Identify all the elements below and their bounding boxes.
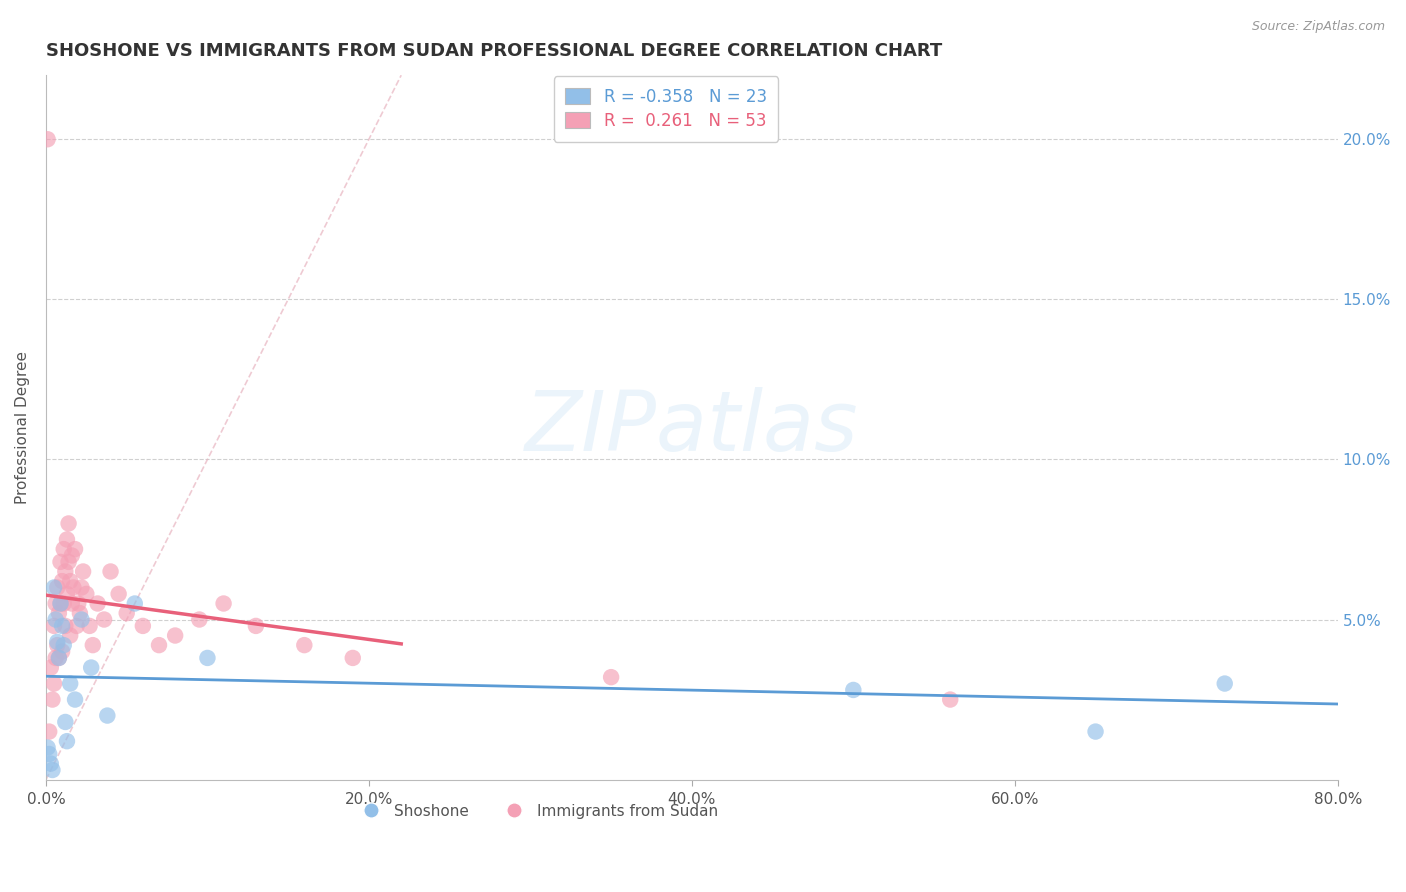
Point [46,581,69,595]
Text: ZIPatlas: ZIPatlas [524,387,859,468]
Point [96,708,118,723]
Point [115,606,138,620]
Point [45,597,67,611]
Text: Source: ZipAtlas.com: Source: ZipAtlas.com [1251,20,1385,33]
Point [52,638,75,652]
Point [66,619,89,633]
Point [79,619,101,633]
Point [342,651,364,665]
Point [45,613,67,627]
Point [53,619,76,633]
Point [45,651,67,665]
Point [42,581,65,595]
Legend: Shoshone, Immigrants from Sudan: Shoshone, Immigrants from Sudan [349,797,724,825]
Text: SHOSHONE VS IMMIGRANTS FROM SUDAN PROFESSIONAL DEGREE CORRELATION CHART: SHOSHONE VS IMMIGRANTS FROM SUDAN PROFES… [46,42,942,60]
Point [292,638,315,652]
Point [75,587,97,601]
Point [58,516,80,531]
Point [59,574,82,588]
Point [42,676,65,690]
Point [38,747,60,761]
Point [188,613,211,627]
Point [56,533,79,547]
Point [56,587,79,601]
Point [37,740,59,755]
Point [38,724,60,739]
Point [69,606,91,620]
Point [70,581,93,595]
Point [67,597,90,611]
Point [51,644,73,658]
Point [100,565,122,579]
Point [60,597,83,611]
Point [63,692,86,706]
Point [41,692,63,706]
Point [212,597,235,611]
Point [62,581,84,595]
Point [80,660,103,674]
Point [51,619,73,633]
Point [93,613,115,627]
Point [53,714,76,729]
Point [245,619,267,633]
Point [48,606,70,620]
Point [39,660,62,674]
Point [1213,676,1236,690]
Point [132,619,155,633]
Point [49,555,72,569]
Point [48,651,70,665]
Point [1084,724,1107,739]
Point [49,597,72,611]
Point [165,628,187,642]
Point [86,597,108,611]
Point [39,756,62,771]
Point [46,635,69,649]
Point [60,549,83,563]
Point [842,682,865,697]
Point [52,597,75,611]
Point [107,587,129,601]
Point [41,763,63,777]
Point [600,670,623,684]
Point [53,565,76,579]
Point [59,628,82,642]
Y-axis label: Professional Degree: Professional Degree [15,351,30,504]
Point [48,651,70,665]
Point [70,613,93,627]
Point [51,574,73,588]
Point [72,565,94,579]
Point [197,651,219,665]
Point [46,638,69,652]
Point [37,132,59,146]
Point [49,597,72,611]
Point [63,542,86,557]
Point [58,555,80,569]
Point [59,676,82,690]
Point [939,692,962,706]
Point [52,542,75,557]
Point [82,638,104,652]
Point [148,638,170,652]
Point [42,619,65,633]
Point [124,597,146,611]
Point [56,734,79,748]
